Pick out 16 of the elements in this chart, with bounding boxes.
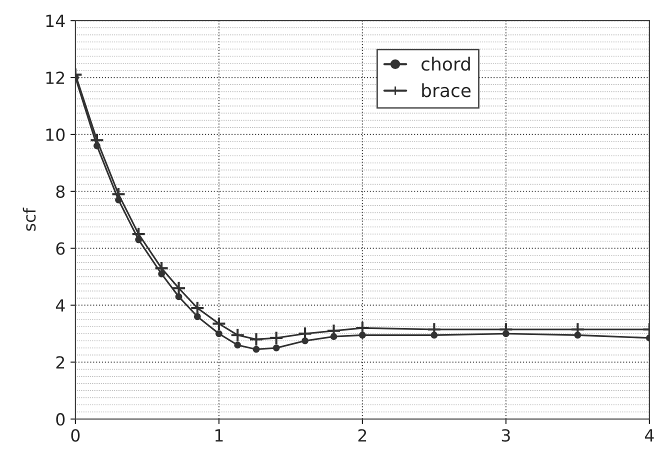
y-tick-label: 8	[56, 185, 65, 198]
y-tick-label: 6	[56, 242, 65, 255]
x-tick-label: 1	[215, 429, 223, 442]
legend-label: chord	[422, 56, 470, 71]
y-tick-label: 10	[46, 128, 65, 142]
legend-label: brace	[422, 83, 471, 98]
y-tick-label: 14	[46, 14, 65, 27]
x-tick-label: 2	[358, 429, 366, 442]
x-tick-label: 4	[644, 429, 654, 442]
y-axis-title: scf	[22, 208, 36, 231]
y-tick-label: 0	[56, 413, 65, 426]
y-tick-label: 2	[56, 356, 64, 368]
x-tick-label: 0	[71, 429, 80, 442]
y-tick-label: 4	[56, 299, 65, 312]
x-tick-label: 3	[502, 429, 510, 442]
y-tick-label: 12	[46, 71, 64, 84]
